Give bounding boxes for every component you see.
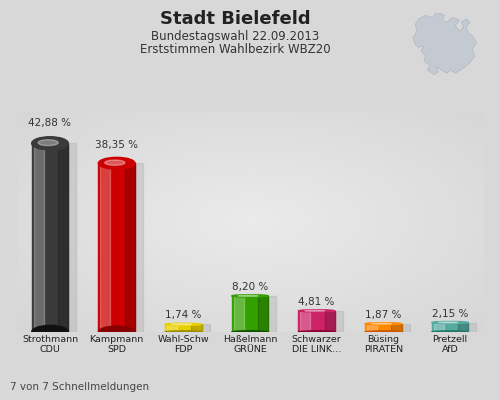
Ellipse shape [438,322,458,323]
Text: Erststimmen Wahlbezirk WBZ20: Erststimmen Wahlbezirk WBZ20 [140,43,330,56]
Bar [298,311,335,332]
Bar [373,324,410,332]
Ellipse shape [165,331,202,333]
Ellipse shape [165,323,202,326]
Text: 2,15 %: 2,15 % [432,308,468,318]
Bar [100,163,110,332]
Bar [365,324,402,332]
Bar [367,324,377,332]
Bar [434,322,444,332]
Ellipse shape [232,295,268,297]
Bar [192,324,202,332]
Bar [167,324,177,332]
Bar [324,311,335,332]
Text: Stadt Bielefeld: Stadt Bielefeld [160,10,310,28]
Ellipse shape [372,323,392,324]
Ellipse shape [298,310,335,312]
Text: Bundestagswahl 22.09.2013: Bundestagswahl 22.09.2013 [151,30,319,43]
Ellipse shape [305,310,325,311]
Ellipse shape [32,137,68,150]
Bar [173,324,210,332]
Bar [32,143,68,332]
Bar [98,163,135,332]
Bar [124,163,135,332]
Text: 4,81 %: 4,81 % [298,297,335,307]
Ellipse shape [365,323,402,325]
Bar [40,143,76,332]
Bar [440,322,476,332]
Text: 38,35 %: 38,35 % [95,140,138,150]
Ellipse shape [38,140,58,146]
Bar [234,296,244,332]
Text: 42,88 %: 42,88 % [28,118,72,128]
Bar [306,311,343,332]
Bar [432,322,469,332]
Bar [458,322,468,332]
Bar [392,324,402,332]
Ellipse shape [232,331,268,333]
Bar [258,296,268,332]
Text: 1,74 %: 1,74 % [165,310,202,320]
Ellipse shape [98,157,135,169]
Ellipse shape [432,331,469,333]
Ellipse shape [298,331,335,333]
Text: 1,87 %: 1,87 % [365,310,402,320]
Bar [300,311,310,332]
Ellipse shape [32,325,68,339]
Bar [165,324,202,332]
Ellipse shape [432,322,469,324]
Bar [34,143,44,332]
Ellipse shape [365,331,402,333]
Ellipse shape [172,324,192,325]
Polygon shape [413,13,476,74]
Ellipse shape [105,160,125,165]
Ellipse shape [238,295,258,296]
Bar [106,163,143,332]
Text: 7 von 7 Schnellmeldungen: 7 von 7 Schnellmeldungen [10,382,149,392]
Bar [240,296,277,332]
Bar [232,296,268,332]
Bar [58,143,68,332]
Ellipse shape [98,326,135,338]
Text: 8,20 %: 8,20 % [232,282,268,292]
